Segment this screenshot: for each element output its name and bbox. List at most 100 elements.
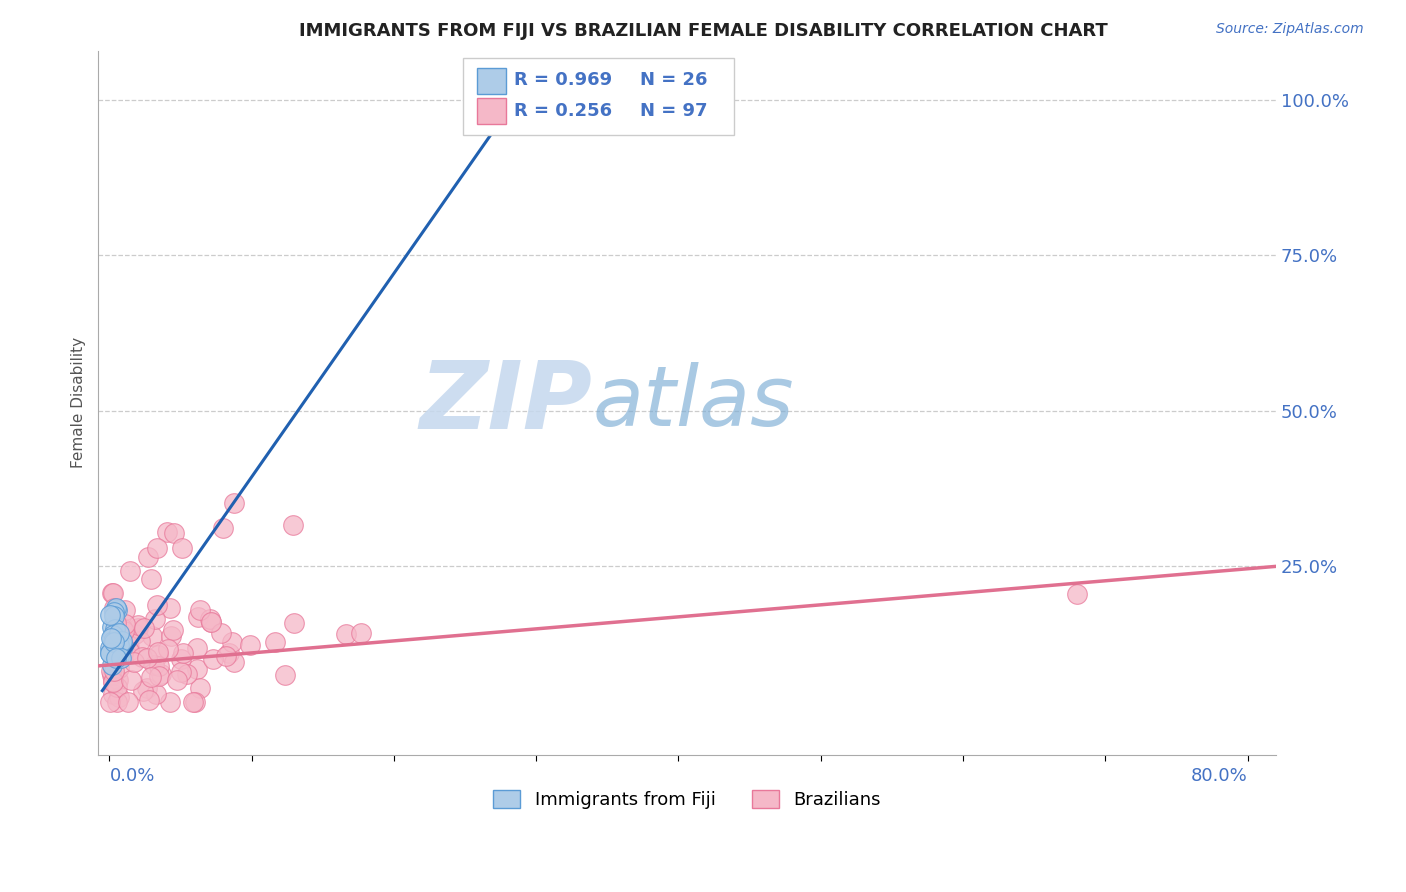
- Point: [103, 601, 125, 615]
- Text: atlas: atlas: [593, 362, 794, 443]
- Point: [98, 646, 121, 660]
- Point: [107, 626, 129, 640]
- Point: [100, 646, 122, 660]
- Point: [105, 695, 128, 709]
- Point: [176, 667, 198, 681]
- Point: [239, 638, 262, 652]
- Point: [145, 687, 167, 701]
- Point: [112, 624, 135, 638]
- Point: [188, 681, 211, 695]
- Point: [221, 635, 243, 649]
- Point: [186, 640, 208, 655]
- Point: [136, 681, 159, 695]
- Point: [101, 586, 124, 600]
- Point: [156, 641, 179, 656]
- Point: [101, 687, 124, 701]
- Point: [132, 622, 155, 636]
- FancyBboxPatch shape: [477, 68, 506, 94]
- Point: [104, 622, 127, 636]
- Point: [111, 635, 134, 649]
- Point: [131, 650, 153, 665]
- FancyBboxPatch shape: [463, 58, 734, 136]
- Point: [215, 649, 238, 664]
- Point: [170, 665, 193, 679]
- Point: [141, 629, 163, 643]
- Point: [103, 654, 125, 668]
- Point: [114, 603, 136, 617]
- Point: [104, 615, 127, 630]
- Point: [104, 600, 127, 615]
- Point: [107, 673, 129, 687]
- Point: [200, 615, 222, 629]
- Point: [136, 549, 159, 564]
- Point: [148, 648, 170, 662]
- Legend: Immigrants from Fiji, Brazilians: Immigrants from Fiji, Brazilians: [486, 782, 889, 816]
- Point: [98, 640, 121, 655]
- Point: [117, 638, 139, 652]
- Point: [103, 665, 125, 679]
- Point: [101, 634, 124, 648]
- Text: N = 26: N = 26: [640, 71, 707, 89]
- Point: [186, 662, 208, 676]
- Point: [136, 651, 159, 665]
- Text: R = 0.256: R = 0.256: [513, 102, 612, 120]
- Text: ZIP: ZIP: [420, 357, 593, 449]
- Point: [111, 621, 134, 635]
- Point: [110, 650, 132, 665]
- Point: [132, 684, 155, 698]
- Y-axis label: Female Disability: Female Disability: [72, 337, 86, 468]
- Point: [139, 670, 162, 684]
- Point: [105, 651, 128, 665]
- Point: [1066, 586, 1088, 600]
- Point: [146, 598, 169, 612]
- Point: [264, 635, 287, 649]
- Point: [103, 634, 125, 648]
- Point: [143, 611, 166, 625]
- Point: [101, 658, 124, 673]
- Point: [105, 603, 128, 617]
- Point: [103, 675, 125, 690]
- Point: [184, 695, 207, 709]
- Point: [156, 525, 179, 540]
- Point: [141, 572, 163, 586]
- Point: [108, 649, 131, 664]
- Point: [281, 518, 304, 533]
- Text: N = 97: N = 97: [640, 102, 707, 120]
- Point: [98, 608, 121, 623]
- Point: [105, 680, 128, 694]
- Point: [100, 620, 122, 634]
- Point: [198, 612, 221, 626]
- Point: [170, 652, 193, 666]
- Point: [181, 695, 204, 709]
- Point: [166, 673, 188, 687]
- Point: [107, 661, 129, 675]
- Point: [335, 626, 357, 640]
- Point: [274, 668, 297, 682]
- Point: [118, 644, 141, 658]
- Point: [200, 615, 222, 629]
- Point: [146, 541, 169, 555]
- Point: [209, 626, 232, 640]
- Point: [108, 690, 131, 704]
- Point: [103, 648, 125, 663]
- FancyBboxPatch shape: [477, 98, 506, 124]
- Point: [222, 655, 245, 669]
- Point: [148, 659, 170, 673]
- Point: [148, 669, 170, 683]
- Point: [104, 640, 127, 654]
- Point: [162, 623, 184, 637]
- Point: [103, 605, 125, 619]
- Text: Source: ZipAtlas.com: Source: ZipAtlas.com: [1216, 22, 1364, 37]
- Point: [159, 695, 181, 709]
- Point: [222, 496, 245, 510]
- Point: [114, 616, 136, 631]
- Point: [201, 651, 224, 665]
- Point: [129, 634, 152, 648]
- Point: [101, 628, 124, 642]
- Point: [188, 603, 211, 617]
- Point: [212, 521, 235, 535]
- Point: [143, 657, 166, 672]
- Point: [108, 626, 131, 640]
- Point: [101, 586, 124, 600]
- Point: [124, 627, 146, 641]
